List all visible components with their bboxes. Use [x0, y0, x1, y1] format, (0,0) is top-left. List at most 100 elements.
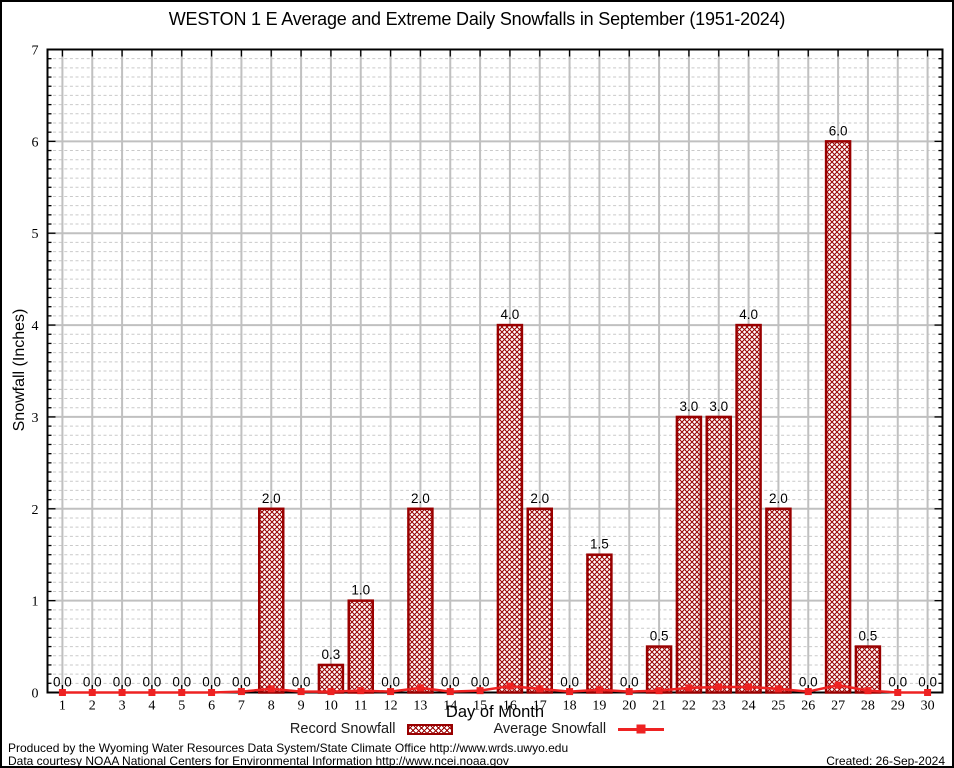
svg-text:1.5: 1.5: [590, 537, 609, 552]
average-marker: [894, 689, 902, 696]
svg-text:4: 4: [32, 319, 39, 334]
x-tick-labels: 1 2 3 4 5 6 7 8 9 10 11 12 13 14 15 16 17 18 19 20 21 22 23 24 2…: [59, 699, 935, 714]
svg-text:2.0: 2.0: [530, 491, 549, 506]
svg-text:0.0: 0.0: [172, 675, 191, 690]
svg-text:9: 9: [298, 699, 305, 714]
svg-text:0.0: 0.0: [381, 675, 400, 690]
svg-text:29: 29: [891, 699, 905, 714]
svg-text:1.0: 1.0: [351, 583, 370, 598]
average-marker: [476, 687, 484, 695]
svg-text:28: 28: [861, 699, 875, 714]
svg-text:16: 16: [503, 699, 517, 714]
average-marker: [387, 688, 395, 696]
legend-item-average: Average Snowfall: [493, 721, 665, 737]
svg-text:0.0: 0.0: [620, 675, 639, 690]
average-marker: [745, 683, 753, 691]
svg-text:23: 23: [712, 699, 726, 714]
average-marker: [58, 689, 66, 696]
svg-text:25: 25: [771, 699, 785, 714]
svg-text:4.0: 4.0: [501, 307, 520, 322]
average-marker: [446, 688, 454, 696]
svg-text:4.0: 4.0: [739, 307, 758, 322]
average-marker: [566, 688, 574, 696]
svg-text:7: 7: [238, 699, 245, 714]
average-marker: [536, 685, 544, 693]
svg-text:2.0: 2.0: [769, 491, 788, 506]
svg-text:2.0: 2.0: [411, 491, 430, 506]
average-marker: [178, 689, 186, 696]
svg-text:27: 27: [831, 699, 845, 714]
average-marker: [237, 688, 245, 696]
svg-text:0.0: 0.0: [292, 675, 311, 690]
record-bar: [705, 415, 732, 694]
average-marker: [506, 682, 514, 690]
average-marker: [148, 689, 156, 696]
average-marker: [357, 687, 365, 695]
svg-text:0.5: 0.5: [859, 629, 878, 644]
svg-text:18: 18: [563, 699, 577, 714]
average-marker: [685, 684, 693, 692]
svg-text:12: 12: [384, 699, 398, 714]
average-marker: [864, 687, 872, 695]
svg-text:14: 14: [443, 699, 457, 714]
svg-text:6: 6: [32, 135, 39, 150]
svg-text:0.5: 0.5: [650, 629, 669, 644]
svg-text:30: 30: [921, 699, 935, 714]
average-marker: [774, 685, 782, 693]
svg-text:0.0: 0.0: [918, 675, 937, 690]
y-tick-labels: 0 1 2 3 4 5 6 7: [32, 44, 39, 702]
average-marker: [297, 688, 305, 696]
svg-text:26: 26: [801, 699, 815, 714]
record-bar: [526, 507, 553, 694]
record-bar: [586, 553, 613, 694]
average-marker: [655, 687, 663, 695]
record-bar: [496, 323, 524, 694]
average-marker: [88, 689, 96, 696]
average-marker: [924, 689, 932, 696]
chart-title: WESTON 1 E Average and Extreme Daily Sno…: [168, 9, 786, 29]
record-snowfall-swatch-icon: [407, 723, 454, 735]
svg-text:6: 6: [208, 699, 215, 714]
vertical-gridlines: [61, 49, 929, 693]
svg-text:0.0: 0.0: [441, 675, 460, 690]
svg-text:6.0: 6.0: [829, 123, 848, 138]
record-bar: [735, 323, 762, 694]
created-date: Created: 26-Sep-2024: [826, 754, 945, 768]
svg-text:3: 3: [119, 699, 126, 714]
data-credit: Data courtesy NOAA National Centers for …: [8, 754, 509, 768]
record-bar: [824, 140, 852, 694]
svg-text:13: 13: [413, 699, 427, 714]
svg-text:5: 5: [32, 227, 39, 242]
average-marker: [327, 688, 335, 696]
average-marker: [625, 688, 633, 696]
legend: Record Snowfall Average Snowfall: [2, 721, 952, 737]
svg-text:0.0: 0.0: [560, 675, 579, 690]
average-snowfall-markers: [58, 681, 932, 696]
record-bar: [347, 599, 374, 694]
svg-text:1: 1: [59, 699, 66, 714]
record-bar: [675, 415, 703, 694]
average-marker: [267, 685, 275, 693]
svg-text:21: 21: [652, 699, 666, 714]
svg-text:1: 1: [32, 595, 39, 610]
svg-text:3.0: 3.0: [709, 399, 728, 414]
record-snowfall-bars: [258, 140, 882, 694]
svg-text:5: 5: [178, 699, 185, 714]
average-marker: [715, 683, 723, 691]
major-gridlines: [47, 140, 943, 602]
svg-text:0.0: 0.0: [471, 675, 490, 690]
average-snowfall-line: [62, 683, 928, 694]
svg-text:0.0: 0.0: [53, 675, 72, 690]
svg-text:20: 20: [622, 699, 636, 714]
average-marker: [804, 688, 812, 696]
svg-text:19: 19: [592, 699, 606, 714]
svg-text:24: 24: [742, 699, 756, 714]
legend-item-record: Record Snowfall: [290, 721, 454, 737]
svg-text:4: 4: [148, 699, 155, 714]
average-snowfall-label: Average Snowfall: [493, 721, 607, 737]
svg-text:7: 7: [32, 44, 39, 59]
svg-text:0.0: 0.0: [113, 675, 132, 690]
average-snowfall-line-icon: [618, 724, 665, 734]
